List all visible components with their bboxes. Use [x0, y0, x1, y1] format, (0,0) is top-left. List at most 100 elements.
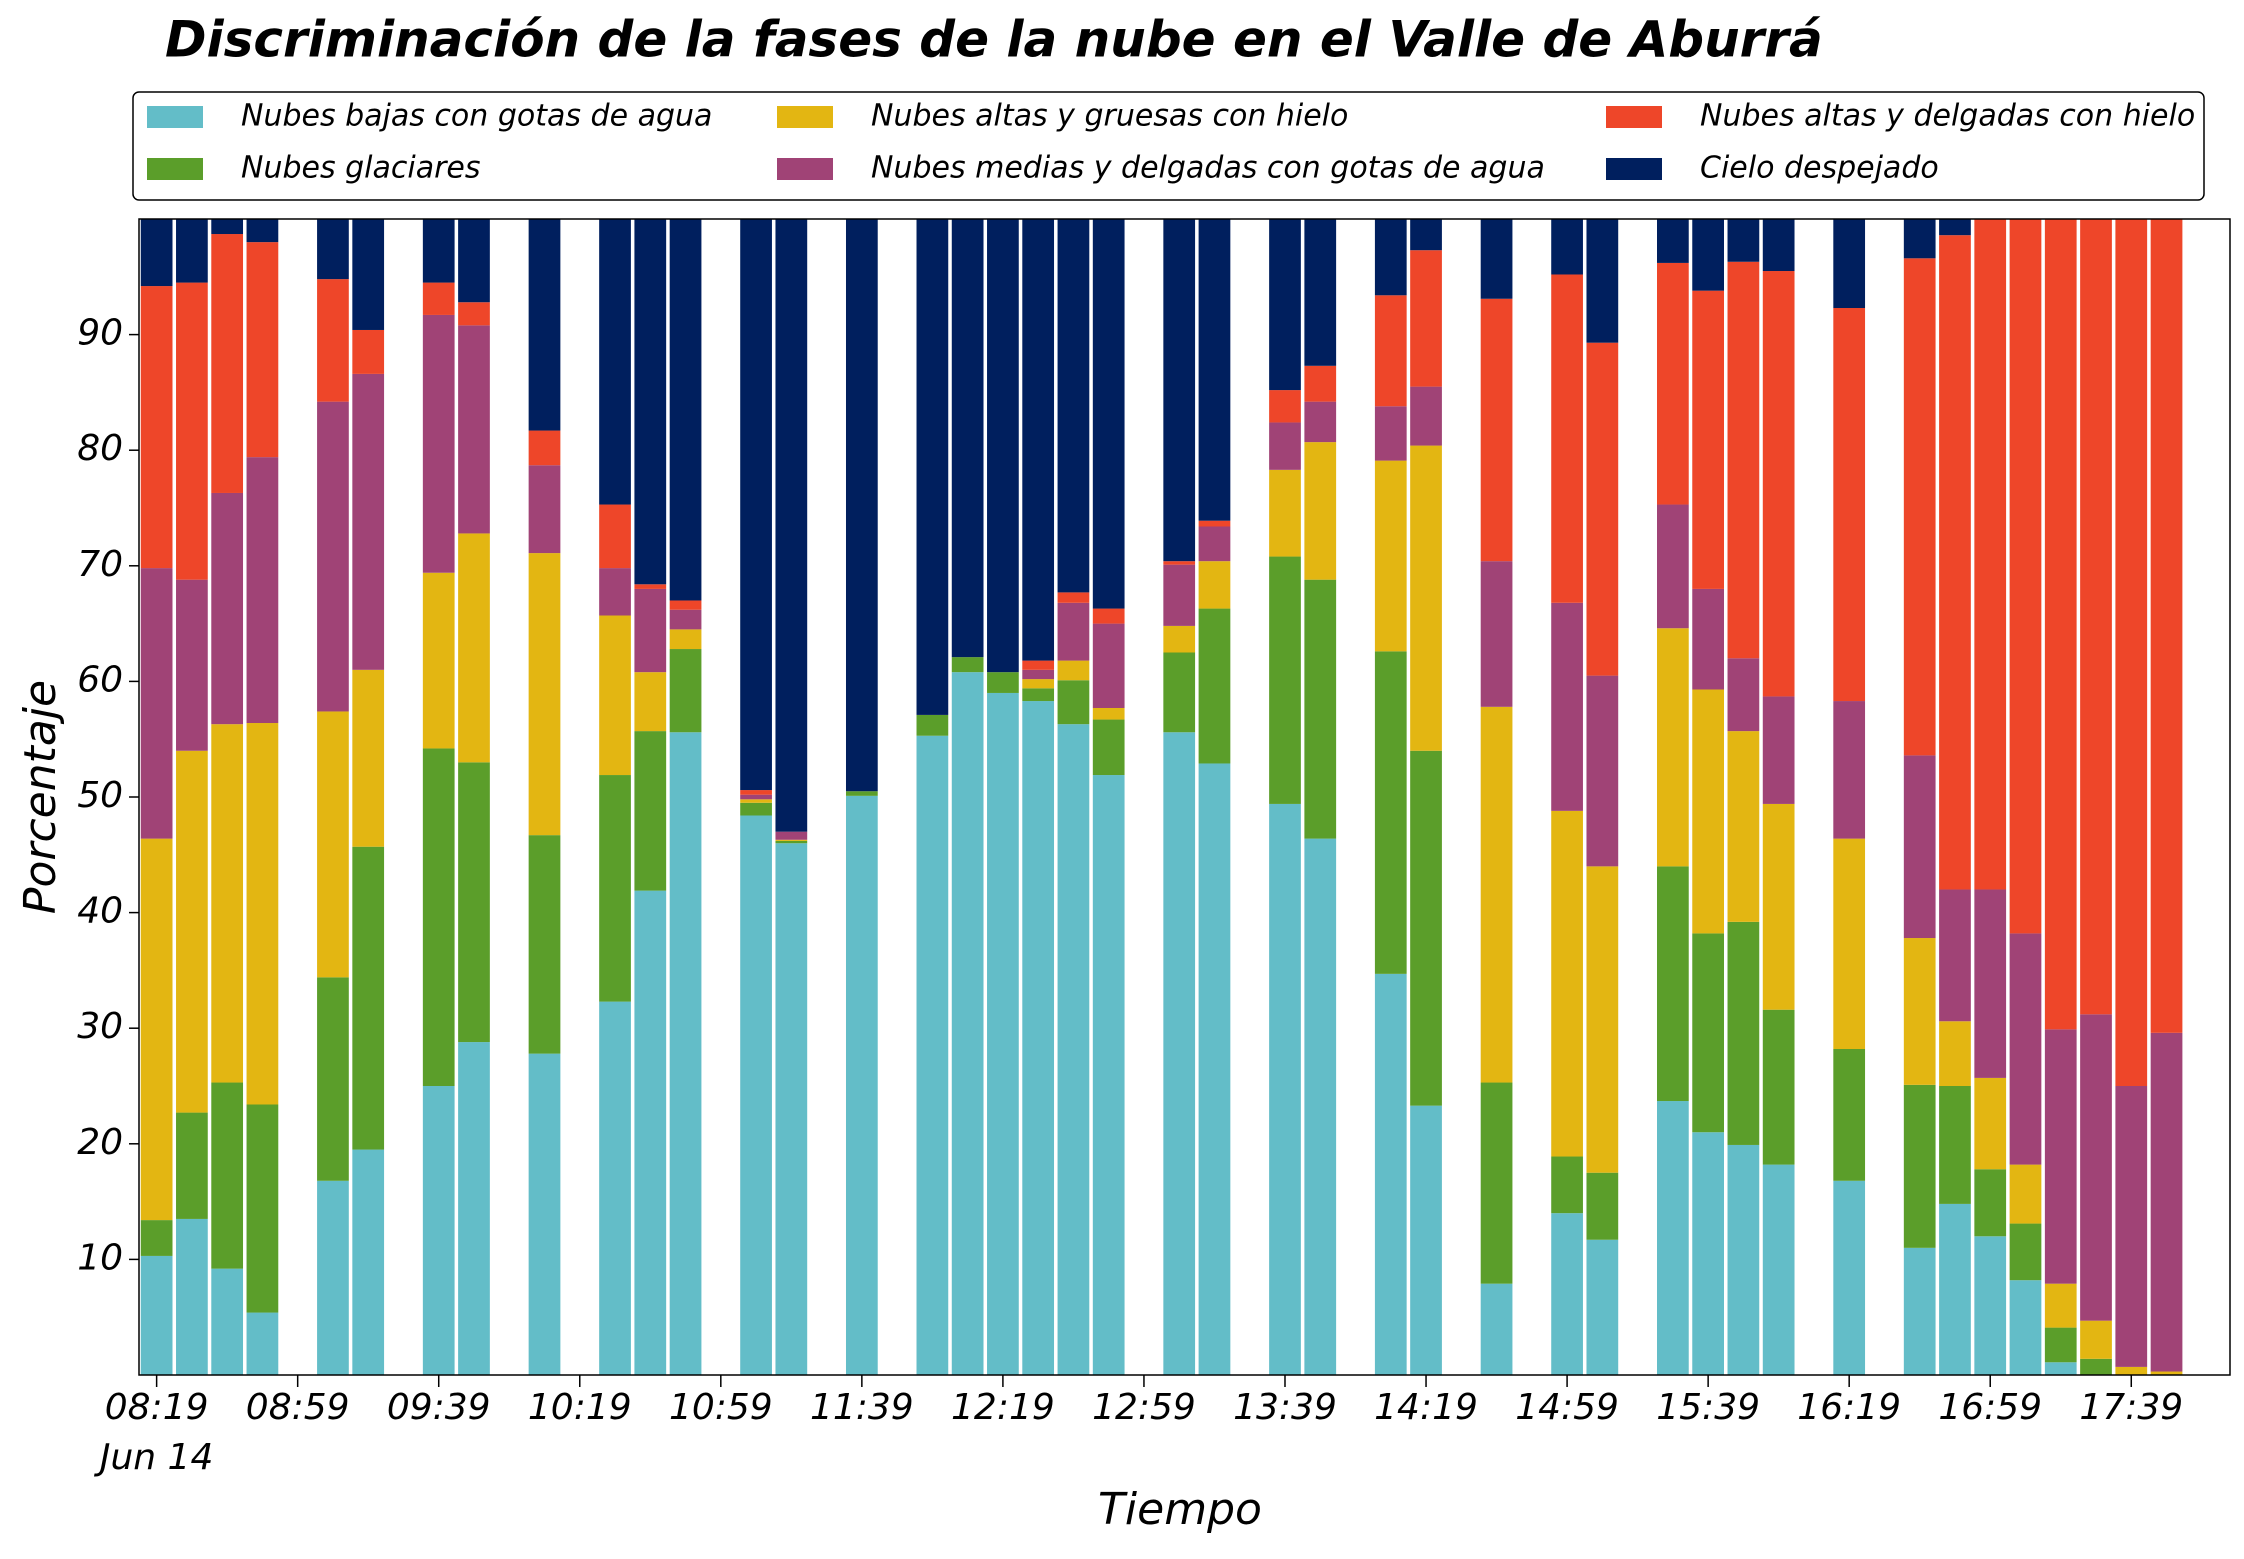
- bar-segment: [740, 815, 772, 1375]
- bar-segment: [775, 839, 808, 841]
- chart-title: Discriminación de la fases de la nube en…: [165, 11, 1823, 69]
- bar-segment: [458, 325, 490, 534]
- legend-label: Nubes glaciares: [241, 151, 481, 186]
- x-tick-label: 14:59: [1515, 1387, 1619, 1428]
- x-tick-label: 16:19: [1797, 1387, 1901, 1428]
- bar-segment: [176, 579, 208, 751]
- bar-segment: [1692, 933, 1724, 1133]
- bar-segment: [1269, 556, 1301, 804]
- x-tick-label: 14:19: [1374, 1387, 1478, 1428]
- bar-segment: [740, 219, 772, 791]
- bar-segment: [1727, 1144, 1760, 1375]
- bar-segment: [246, 1104, 279, 1313]
- bar-segment: [1939, 1086, 1971, 1204]
- bar-segment: [599, 775, 631, 1002]
- bar-segment: [140, 1255, 173, 1375]
- x-tick-label: 08:19: [105, 1387, 209, 1428]
- bar-segment: [140, 1220, 173, 1256]
- bar-segment: [2115, 219, 2148, 1086]
- bar-segment: [951, 672, 984, 1375]
- bar-segment: [528, 835, 561, 1054]
- bar-segment: [1198, 520, 1231, 527]
- bar-segment: [1057, 724, 1090, 1375]
- bar-segment: [1022, 688, 1055, 702]
- bar-segment: [951, 219, 984, 658]
- bar-segment: [1903, 1084, 1936, 1248]
- bar-segment: [599, 504, 631, 569]
- bar-segment: [1727, 658, 1760, 732]
- bar-segment: [669, 609, 702, 630]
- bar-segment: [669, 219, 702, 601]
- bar-segment: [1374, 219, 1407, 296]
- bar-segment: [2044, 1362, 2077, 1375]
- bar-segment: [669, 732, 702, 1375]
- bar-segment: [1374, 295, 1407, 407]
- bar-segment: [458, 1042, 490, 1375]
- bar-segment: [1762, 1164, 1795, 1375]
- bar-segment: [140, 838, 173, 1221]
- bar-segment: [916, 219, 949, 715]
- y-tick-label: 30: [77, 1006, 123, 1047]
- bar-segment: [246, 242, 279, 458]
- bar-segment: [1374, 406, 1407, 461]
- bar-segment: [740, 790, 772, 795]
- bar-segment: [1269, 422, 1301, 470]
- bar-segment: [1692, 689, 1724, 934]
- bar-segment: [211, 219, 244, 235]
- bar-segment: [1163, 625, 1196, 653]
- bar-segment: [1586, 866, 1619, 1173]
- bar-segment: [1198, 763, 1231, 1375]
- legend-label: Cielo despejado: [1700, 151, 1939, 186]
- bar-segment: [1304, 442, 1337, 580]
- y-tick-label: 60: [77, 659, 123, 700]
- bar-segment: [1057, 219, 1090, 593]
- bar-segment: [1903, 258, 1936, 756]
- bar-segment: [1480, 219, 1513, 299]
- legend-box: [132, 91, 2205, 201]
- bar-segment: [1269, 390, 1301, 423]
- bar-segment: [2044, 219, 2077, 1030]
- bar-segment: [140, 568, 173, 839]
- bar-segment: [2009, 1164, 2042, 1224]
- bar-segment: [1057, 602, 1090, 661]
- bar-segment: [176, 750, 208, 1113]
- bar-segment: [1410, 445, 1442, 751]
- x-tick-label: 15:39: [1656, 1387, 1760, 1428]
- bar-segment: [317, 401, 349, 712]
- y-tick-label: 40: [77, 891, 123, 932]
- bar-segment: [1304, 219, 1337, 366]
- bar-segment: [458, 302, 490, 326]
- bar-segment: [458, 762, 490, 1043]
- bar-segment: [1657, 262, 1689, 505]
- bar-segment: [458, 219, 490, 303]
- bar-segment: [987, 219, 1019, 673]
- bar-segment: [2150, 1032, 2183, 1372]
- legend-swatch: [777, 158, 833, 180]
- bar-segment: [1657, 866, 1689, 1102]
- bar-segment: [1657, 504, 1689, 629]
- bar-segment: [1833, 838, 1866, 1050]
- bar-segment: [1480, 561, 1513, 707]
- bar-segment: [1163, 732, 1196, 1375]
- bar-segment: [2115, 1366, 2148, 1375]
- bar-segment: [1974, 1236, 2007, 1375]
- legend-label: Nubes bajas con gotas de agua: [241, 99, 712, 134]
- bar-segment: [528, 553, 561, 836]
- bar-segment: [352, 329, 385, 374]
- bar-segment: [1939, 889, 1971, 1022]
- bar-segment: [1163, 561, 1196, 565]
- bar-segment: [1410, 219, 1442, 251]
- bar-segment: [1762, 1009, 1795, 1165]
- bar-segment: [634, 219, 667, 585]
- bar-segment: [1269, 803, 1301, 1375]
- bar-segment: [140, 286, 173, 569]
- bar-segment: [528, 219, 561, 431]
- bar-segment: [1657, 219, 1689, 263]
- bar-segment: [2080, 219, 2112, 1015]
- x-tick-label: 09:39: [387, 1387, 491, 1428]
- x-tick-label: 10:19: [528, 1387, 632, 1428]
- bar-segment: [1480, 1082, 1513, 1284]
- bar-segment: [1974, 1077, 2007, 1170]
- bar-segment: [2009, 1280, 2042, 1375]
- bar-segment: [775, 219, 808, 832]
